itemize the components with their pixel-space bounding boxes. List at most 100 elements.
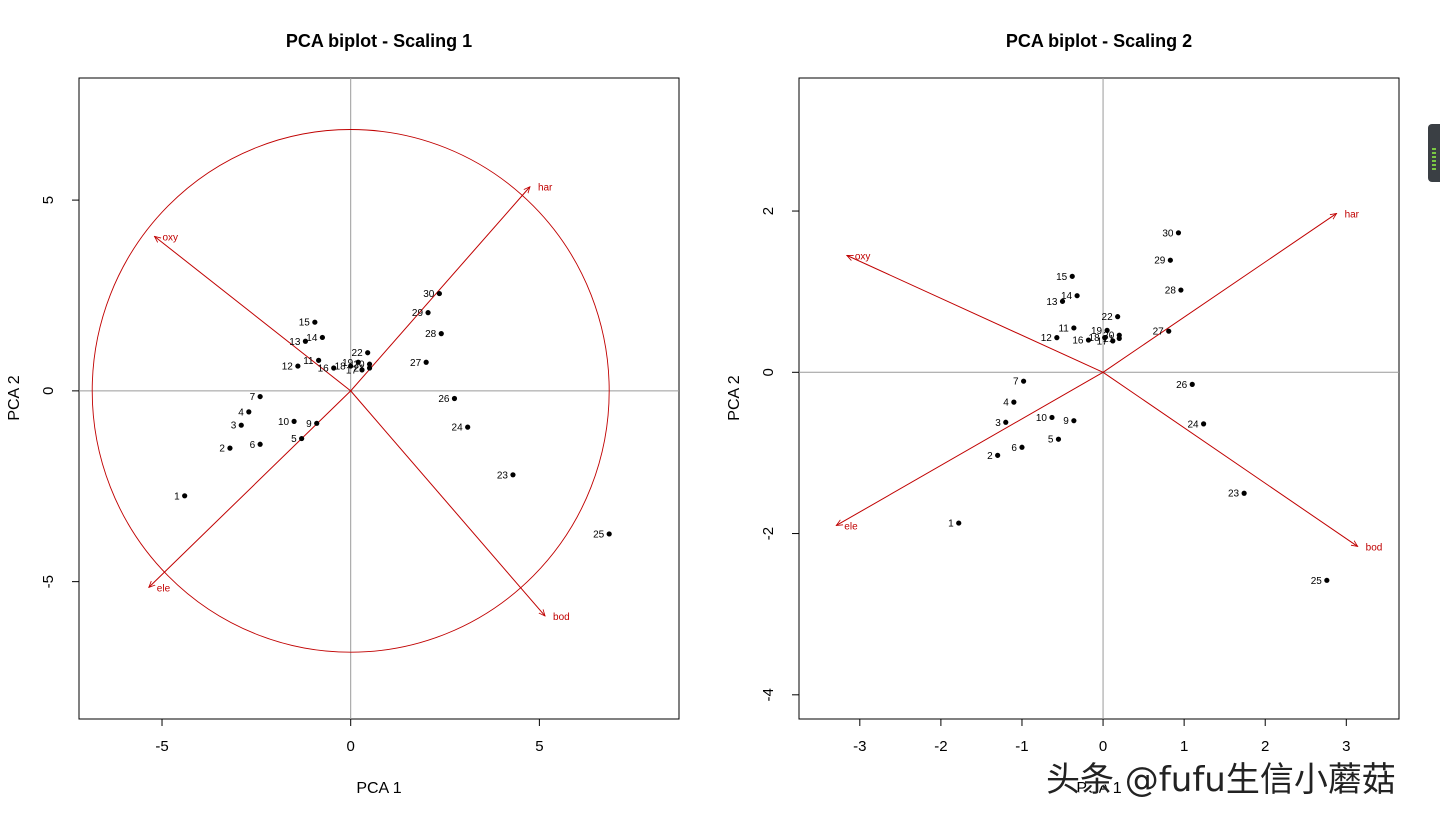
data-point-19 [355, 359, 361, 365]
arrow-label-ele: ele [157, 583, 171, 594]
data-point-30 [1175, 230, 1182, 236]
point-label-20: 20 [1103, 331, 1115, 342]
data-point-16 [331, 365, 337, 371]
data-point-12 [295, 363, 301, 369]
data-point-27 [423, 359, 429, 365]
data-point-18 [1102, 335, 1108, 341]
data-point-16 [1085, 337, 1092, 343]
point-label-2: 2 [219, 444, 225, 455]
point-label-9: 9 [306, 419, 312, 430]
data-point-11 [316, 357, 322, 363]
point-label-6: 6 [1011, 443, 1017, 454]
point-label-22: 22 [1102, 312, 1114, 323]
data-point-17 [1110, 338, 1116, 344]
chart-title: PCA biplot - Scaling 2 [1006, 31, 1192, 51]
data-point-22 [365, 350, 371, 356]
data-point-1 [182, 493, 188, 499]
arrow-label-oxy: oxy [162, 232, 178, 243]
x-tick-label: 3 [1342, 738, 1350, 755]
data-point-27 [1166, 328, 1172, 334]
point-label-5: 5 [1048, 435, 1054, 446]
point-label-19: 19 [1091, 326, 1103, 337]
point-label-15: 15 [1056, 272, 1068, 283]
arrow-label-har: har [538, 183, 553, 194]
point-label-7: 7 [1013, 377, 1019, 388]
x-tick-label: 0 [1099, 738, 1107, 755]
data-point-30 [436, 290, 442, 297]
point-label-2: 2 [987, 451, 993, 462]
data-point-18 [348, 363, 354, 369]
point-label-10: 10 [278, 417, 290, 428]
data-point-25 [606, 531, 612, 537]
biplot-scaling-1: PCA biplot - Scaling 1 PCA 1 PCA 2 -5 0 5 -… [6, 31, 680, 797]
y-tick-label: -5 [40, 575, 57, 588]
point-label-24: 24 [452, 423, 464, 434]
data-point-23 [510, 472, 516, 478]
point-label-29: 29 [412, 308, 424, 319]
variable-arrow-bod [350, 390, 545, 616]
point-label-30: 30 [1162, 228, 1174, 239]
y-tick-label: 2 [760, 207, 777, 215]
plot-frame [798, 77, 1400, 720]
point-label-21: 21 [1103, 334, 1115, 345]
data-point-29 [1167, 257, 1173, 263]
y-tick-label: 0 [760, 368, 777, 376]
x-tick-label: -3 [853, 738, 866, 755]
data-point-10 [1049, 414, 1055, 421]
data-point-28 [1178, 287, 1184, 293]
data-point-21 [1116, 335, 1122, 342]
x-tick-label: 5 [535, 738, 543, 755]
data-point-9 [314, 420, 320, 426]
point-label-17: 17 [346, 365, 358, 376]
data-point-3 [238, 422, 244, 428]
point-label-11: 11 [1058, 323, 1069, 334]
watermark-text: 头条 @fufu生信小蘑菇 [1046, 760, 1396, 800]
point-label-3: 3 [231, 421, 237, 432]
point-label-10: 10 [1036, 413, 1048, 424]
point-label-14: 14 [1061, 291, 1073, 302]
data-point-13 [1059, 298, 1066, 304]
point-label-11: 11 [303, 356, 314, 367]
data-point-15 [1069, 273, 1075, 279]
data-point-26 [451, 395, 458, 402]
point-label-18: 18 [335, 362, 347, 373]
variable-arrow-oxy [847, 254, 1104, 373]
point-label-16: 16 [1072, 336, 1084, 347]
data-point-23 [1241, 490, 1247, 496]
point-label-25: 25 [1311, 576, 1323, 587]
y-tick-label: -4 [760, 688, 777, 701]
chart-title: PCA biplot - Scaling 1 [286, 31, 472, 51]
data-point-6 [257, 441, 263, 447]
variable-arrow-ele [149, 390, 352, 587]
data-point-2 [995, 452, 1001, 458]
data-point-7 [1020, 378, 1027, 384]
arrow-label-ele: ele [844, 521, 858, 532]
x-tick-label: -5 [155, 738, 168, 755]
data-point-5 [299, 435, 305, 442]
biplot-scaling-2: PCA biplot - Scaling 2 PCA 1 PCA 2 -3 -2 -… [726, 31, 1400, 797]
y-axis-label: PCA 2 [6, 375, 23, 420]
data-point-24 [465, 424, 471, 430]
data-point-26 [1189, 381, 1195, 387]
variable-arrow-har [1102, 213, 1337, 373]
point-label-4: 4 [1003, 398, 1009, 409]
point-label-12: 12 [282, 362, 294, 373]
x-axis-label: PCA 1 [356, 780, 401, 797]
data-point-21 [366, 365, 373, 371]
arrow-label-oxy: oxy [855, 251, 871, 262]
data-point-4 [246, 409, 252, 415]
data-point-24 [1200, 421, 1207, 427]
data-point-4 [1011, 399, 1017, 405]
point-label-1: 1 [948, 519, 954, 530]
x-tick-label: -2 [934, 738, 947, 755]
point-label-12: 12 [1041, 333, 1053, 344]
y-tick-label: 5 [40, 196, 57, 204]
point-label-9: 9 [1063, 416, 1069, 427]
signal-bars-icon [1432, 148, 1436, 172]
side-panel-handle[interactable] [1428, 124, 1440, 182]
x-axis-label: PCA 1 [1076, 780, 1121, 797]
data-point-19 [1104, 327, 1110, 333]
point-label-5: 5 [291, 434, 297, 445]
point-label-21: 21 [353, 363, 365, 374]
point-label-26: 26 [438, 394, 450, 405]
